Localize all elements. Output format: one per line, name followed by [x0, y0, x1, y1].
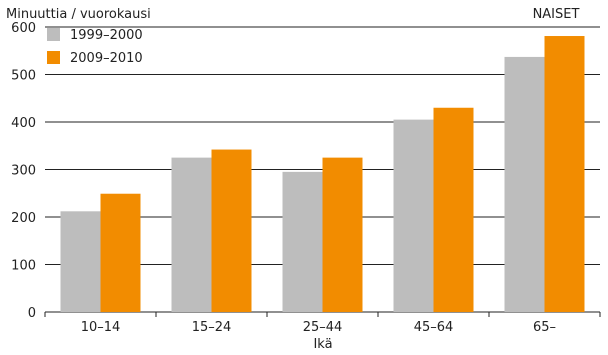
- x-tick-label: 10–14: [81, 320, 121, 335]
- bar-series-1: [282, 171, 323, 312]
- y-tick-label: 200: [11, 211, 36, 226]
- legend-swatch: [47, 51, 60, 64]
- y-tick-label: 100: [11, 259, 36, 274]
- x-tick-label: 25–44: [303, 320, 343, 335]
- bar-series-1: [171, 157, 212, 312]
- bar-series-2: [322, 157, 363, 312]
- legend-label: 1999–2000: [70, 28, 143, 43]
- x-tick-label: 45–64: [414, 320, 454, 335]
- bar-series-1: [393, 119, 434, 312]
- legend-swatch: [47, 28, 60, 41]
- x-axis-title: Ikä: [313, 337, 332, 352]
- legend: 1999–2000 2009–2010: [47, 28, 143, 66]
- legend-label: 2009–2010: [70, 51, 143, 66]
- bars: [60, 36, 585, 313]
- corner-label: NAISET: [533, 7, 580, 22]
- bar-series-1: [60, 211, 101, 312]
- bar-series-2: [544, 36, 585, 313]
- bar-series-2: [100, 193, 141, 312]
- bar-series-2: [211, 149, 252, 312]
- bar-series-1: [504, 56, 545, 312]
- y-tick-label: 500: [11, 69, 36, 84]
- x-tick-label: 15–24: [192, 320, 232, 335]
- y-tick-label: 300: [11, 164, 36, 179]
- y-tick-label: 0: [28, 306, 36, 321]
- y-tick-label: 600: [11, 21, 36, 36]
- bar-series-2: [433, 107, 474, 312]
- y-tick-label: 400: [11, 116, 36, 131]
- x-tick-labels: 10–14 15–24 25–44 45–64 65–: [44, 312, 601, 335]
- y-tick-labels: 0 100 200 300 400 500 600: [11, 21, 36, 321]
- x-tick-label: 65–: [533, 320, 556, 335]
- y-axis-title: Minuuttia / vuorokausi: [6, 7, 151, 22]
